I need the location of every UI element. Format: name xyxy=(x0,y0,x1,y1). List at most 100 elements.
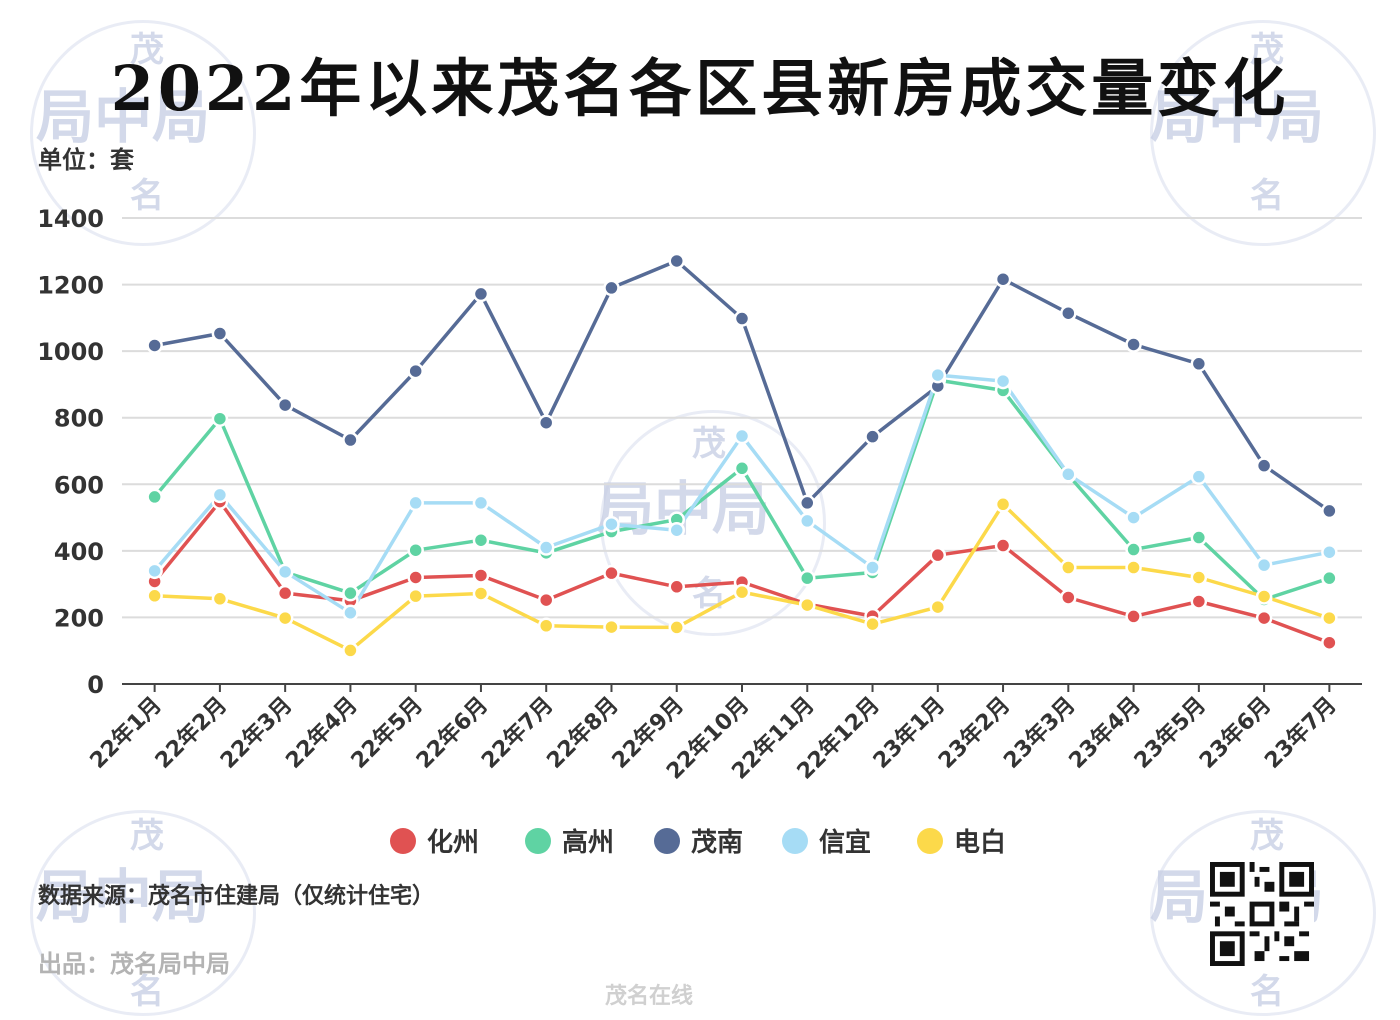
data-point-高州[interactable] xyxy=(799,569,816,587)
data-point-化州[interactable] xyxy=(407,569,424,586)
data-point-电白[interactable] xyxy=(1125,559,1142,576)
data-point-化州[interactable] xyxy=(603,564,620,582)
data-point-化州[interactable] xyxy=(1255,609,1273,627)
y-tick-label: 0 xyxy=(87,671,104,699)
data-point-电白[interactable] xyxy=(1321,609,1338,627)
data-point-高州[interactable] xyxy=(472,531,490,549)
legend-label[interactable]: 化州 xyxy=(427,828,479,858)
data-point-茂南[interactable] xyxy=(1321,502,1338,520)
data-point-信宜[interactable] xyxy=(668,521,685,539)
legend-marker-茂南[interactable] xyxy=(654,828,680,854)
legend-label[interactable]: 高州 xyxy=(562,827,614,858)
data-point-茂南[interactable] xyxy=(1060,304,1077,322)
data-point-电白[interactable] xyxy=(276,609,294,627)
data-point-信宜[interactable] xyxy=(603,515,620,533)
data-point-茂南[interactable] xyxy=(1125,336,1142,353)
data-point-信宜[interactable] xyxy=(1255,556,1273,574)
data-point-信宜[interactable] xyxy=(146,562,163,580)
data-point-化州[interactable] xyxy=(929,546,947,564)
legend-marker-高州[interactable] xyxy=(525,828,551,854)
data-point-信宜[interactable] xyxy=(994,372,1012,390)
watermark-ring-bl xyxy=(30,810,256,1016)
data-point-高州[interactable] xyxy=(1321,569,1338,587)
x-tick-label: 22年4月 xyxy=(281,692,363,774)
data-point-化州[interactable] xyxy=(1190,593,1208,610)
data-point-茂南[interactable] xyxy=(146,337,163,354)
data-point-信宜[interactable] xyxy=(1060,466,1077,483)
data-point-化州[interactable] xyxy=(1125,608,1142,625)
data-point-化州[interactable] xyxy=(276,584,294,602)
data-point-高州[interactable] xyxy=(407,541,424,559)
data-point-高州[interactable] xyxy=(146,488,163,506)
qr-code[interactable] xyxy=(1210,862,1314,966)
data-point-茂南[interactable] xyxy=(799,494,816,512)
data-point-信宜[interactable] xyxy=(342,604,359,622)
data-point-电白[interactable] xyxy=(864,615,881,633)
data-point-信宜[interactable] xyxy=(276,563,294,581)
data-point-信宜[interactable] xyxy=(472,494,490,512)
x-tick-label: 22年5月 xyxy=(346,692,428,774)
data-point-高州[interactable] xyxy=(342,584,359,602)
data-point-电白[interactable] xyxy=(994,496,1012,513)
data-point-茂南[interactable] xyxy=(603,279,620,297)
data-point-电白[interactable] xyxy=(1255,588,1273,605)
data-point-电白[interactable] xyxy=(342,642,359,659)
data-point-信宜[interactable] xyxy=(407,494,424,512)
grid-lines xyxy=(122,217,1362,619)
data-point-茂南[interactable] xyxy=(537,414,555,431)
data-point-电白[interactable] xyxy=(1190,569,1208,586)
data-point-电白[interactable] xyxy=(929,598,947,616)
watermark-center-small: 茂 xyxy=(692,424,726,464)
data-point-化州[interactable] xyxy=(1060,589,1077,606)
data-point-信宜[interactable] xyxy=(929,366,947,384)
data-point-电白[interactable] xyxy=(407,587,424,605)
data-point-电白[interactable] xyxy=(537,617,555,634)
legend-label[interactable]: 电白 xyxy=(954,827,1006,858)
y-axis-ticks: 0 200 400 600 800 1000 1200 1400 xyxy=(37,205,104,699)
data-point-茂南[interactable] xyxy=(733,310,751,327)
data-point-电白[interactable] xyxy=(146,587,163,605)
data-point-茂南[interactable] xyxy=(994,270,1012,288)
data-point-茂南[interactable] xyxy=(407,362,424,380)
data-point-茂南[interactable] xyxy=(211,325,229,342)
data-point-茂南[interactable] xyxy=(668,252,685,270)
data-point-茂南[interactable] xyxy=(864,428,881,445)
data-point-化州[interactable] xyxy=(472,567,490,584)
data-point-电白[interactable] xyxy=(472,585,490,602)
data-point-化州[interactable] xyxy=(537,591,555,609)
data-point-化州[interactable] xyxy=(994,537,1012,554)
data-point-信宜[interactable] xyxy=(733,427,751,445)
data-point-高州[interactable] xyxy=(1125,541,1142,558)
data-point-茂南[interactable] xyxy=(342,431,359,449)
data-point-化州[interactable] xyxy=(1321,634,1338,651)
legend-marker-信宜[interactable] xyxy=(782,828,808,854)
legend-label[interactable]: 茂南 xyxy=(691,828,743,858)
legend-marker-化州[interactable] xyxy=(390,828,416,854)
data-point-茂南[interactable] xyxy=(1190,355,1208,373)
x-tick-label: 22年7月 xyxy=(476,692,558,774)
data-point-电白[interactable] xyxy=(668,619,685,636)
data-point-电白[interactable] xyxy=(211,590,229,608)
data-point-电白[interactable] xyxy=(799,596,816,614)
data-point-高州[interactable] xyxy=(733,460,751,477)
legend-label[interactable]: 信宜 xyxy=(819,827,871,858)
data-point-电白[interactable] xyxy=(1060,559,1077,576)
data-point-信宜[interactable] xyxy=(1125,509,1142,526)
data-point-信宜[interactable] xyxy=(1190,468,1208,485)
data-point-信宜[interactable] xyxy=(537,539,555,556)
data-point-高州[interactable] xyxy=(211,410,229,427)
data-point-茂南[interactable] xyxy=(472,285,490,303)
data-point-信宜[interactable] xyxy=(864,559,881,576)
data-point-高州[interactable] xyxy=(1190,529,1208,546)
data-point-茂南[interactable] xyxy=(1255,457,1273,474)
x-axis-ticks: 22年1月22年2月22年3月22年4月22年5月22年6月22年7月22年8月… xyxy=(85,684,1342,785)
x-tick-label: 23年5月 xyxy=(1129,692,1211,774)
legend-marker-电白[interactable] xyxy=(917,828,943,854)
data-point-茂南[interactable] xyxy=(276,396,294,414)
data-point-信宜[interactable] xyxy=(1321,543,1338,561)
data-point-电白[interactable] xyxy=(733,583,751,601)
data-point-信宜[interactable] xyxy=(799,512,816,530)
data-point-电白[interactable] xyxy=(603,618,620,636)
data-point-信宜[interactable] xyxy=(211,486,229,504)
data-point-化州[interactable] xyxy=(668,578,685,596)
